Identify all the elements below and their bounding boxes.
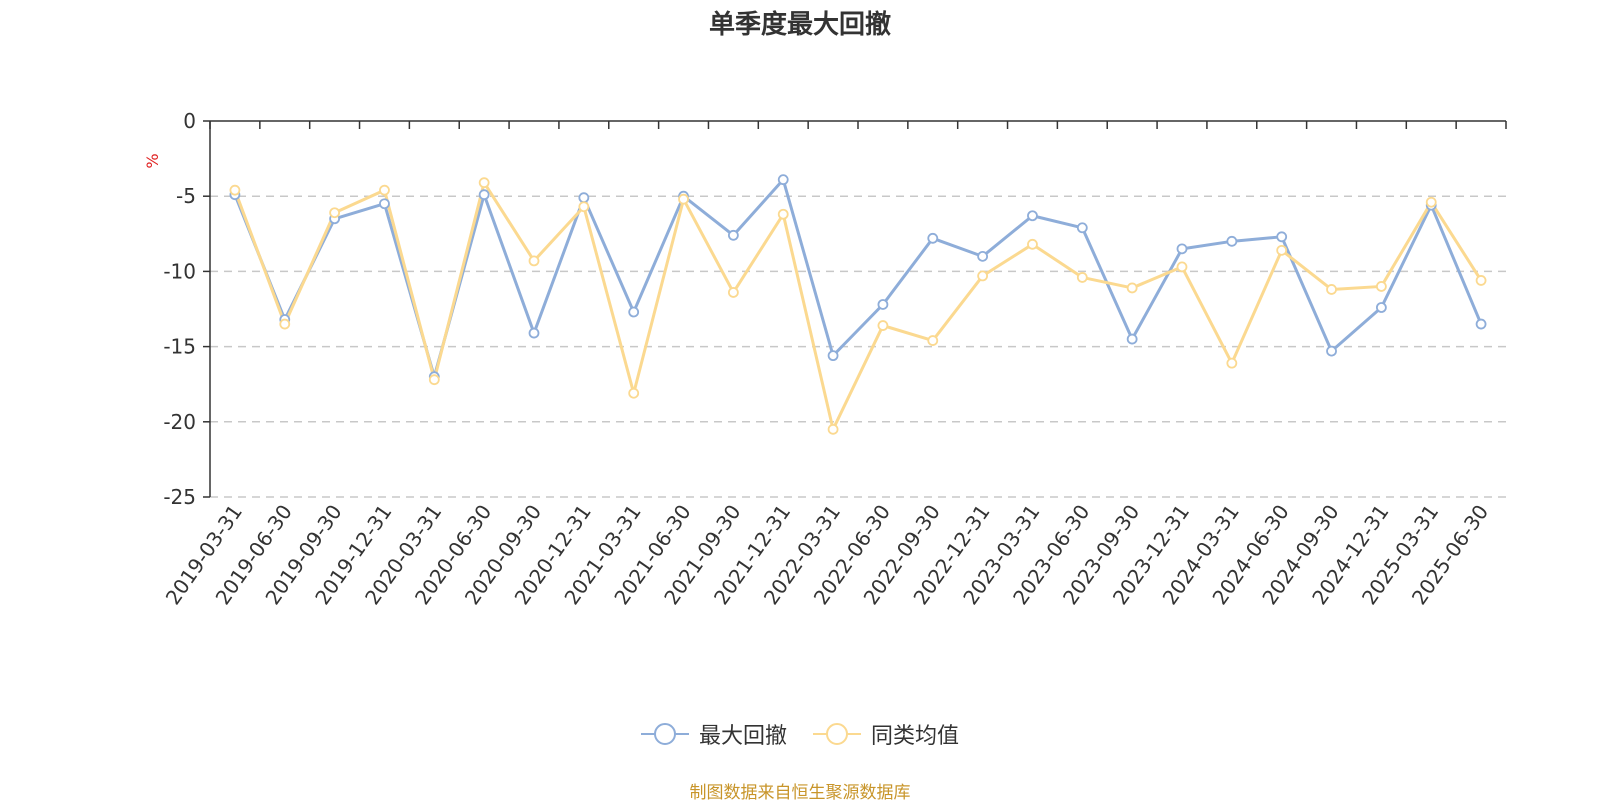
data-point-series-2 bbox=[1226, 357, 1238, 369]
data-point-series-1 bbox=[927, 232, 939, 244]
data-point-series-1 bbox=[379, 198, 390, 210]
data-point-series-2 bbox=[777, 208, 789, 220]
y-axis-unit-label: % bbox=[143, 153, 162, 168]
data-point-series-1 bbox=[628, 306, 640, 318]
data-point-series-2 bbox=[229, 184, 241, 196]
data-point-series-2 bbox=[478, 177, 490, 189]
data-point-series-2 bbox=[877, 320, 889, 331]
series-line-2 bbox=[233, 181, 1483, 431]
data-point-series-1 bbox=[1375, 302, 1387, 313]
data-point-series-2 bbox=[1027, 238, 1038, 250]
data-point-series-1 bbox=[1126, 333, 1138, 345]
source-note: 制图数据来自恒生聚源数据库 bbox=[689, 783, 911, 803]
data-point-series-1 bbox=[727, 229, 739, 241]
y-tick-label: -10 bbox=[163, 259, 196, 283]
data-point-series-1 bbox=[1076, 222, 1088, 234]
data-point-series-1 bbox=[1027, 210, 1038, 222]
data-point-series-1 bbox=[827, 350, 839, 362]
data-point-series-1 bbox=[578, 192, 590, 204]
data-point-series-1 bbox=[528, 327, 540, 339]
circle-line-icon bbox=[813, 723, 861, 745]
y-tick-label: -5 bbox=[176, 184, 196, 208]
data-point-series-2 bbox=[379, 184, 390, 196]
data-point-series-2 bbox=[977, 270, 989, 282]
data-point-series-1 bbox=[1475, 318, 1487, 330]
data-point-series-2 bbox=[528, 255, 540, 267]
legend-item-series-2[interactable]: 同类均值 bbox=[813, 718, 959, 750]
data-point-series-1 bbox=[1176, 243, 1188, 255]
data-point-series-2 bbox=[727, 287, 739, 298]
data-point-series-2 bbox=[1326, 284, 1337, 295]
data-point-series-2 bbox=[578, 201, 590, 213]
data-point-series-1 bbox=[478, 189, 490, 201]
data-point-series-2 bbox=[827, 423, 839, 435]
chart-title: 单季度最大回撤 bbox=[708, 10, 891, 40]
data-point-series-2 bbox=[1375, 281, 1387, 292]
data-point-series-2 bbox=[329, 207, 341, 219]
data-point-series-2 bbox=[678, 193, 689, 205]
data-point-series-1 bbox=[877, 299, 889, 310]
data-point-series-2 bbox=[628, 387, 640, 399]
circle-line-icon bbox=[640, 723, 689, 745]
data-point-series-2 bbox=[1076, 272, 1088, 283]
data-point-series-1 bbox=[1276, 231, 1288, 243]
data-point-series-1 bbox=[977, 250, 989, 262]
chart-plot: 0-5-10-15-20-25%2019-03-312019-06-302019… bbox=[143, 109, 1507, 609]
data-point-series-1 bbox=[1326, 345, 1337, 357]
data-point-series-2 bbox=[1126, 282, 1138, 294]
data-point-series-2 bbox=[1425, 196, 1437, 208]
data-point-series-2 bbox=[1276, 244, 1288, 256]
y-tick-label: -25 bbox=[163, 485, 196, 509]
legend-label-series-2: 同类均值 bbox=[871, 724, 960, 749]
data-point-series-2 bbox=[1176, 261, 1188, 273]
y-tick-label: -15 bbox=[163, 335, 196, 359]
data-point-series-2 bbox=[428, 374, 440, 386]
data-point-series-1 bbox=[777, 174, 789, 186]
legend-item-series-1[interactable]: 最大回撤 bbox=[640, 718, 787, 750]
y-tick-label: 0 bbox=[183, 109, 196, 133]
data-point-series-2 bbox=[1475, 275, 1487, 286]
data-point-series-1 bbox=[1226, 235, 1238, 247]
y-tick-label: -20 bbox=[163, 410, 196, 434]
data-point-series-2 bbox=[279, 318, 291, 330]
data-point-series-2 bbox=[927, 335, 939, 346]
legend-label-series-1: 最大回撤 bbox=[698, 724, 787, 749]
legend: 最大回撤 同类均值 bbox=[0, 718, 1600, 750]
